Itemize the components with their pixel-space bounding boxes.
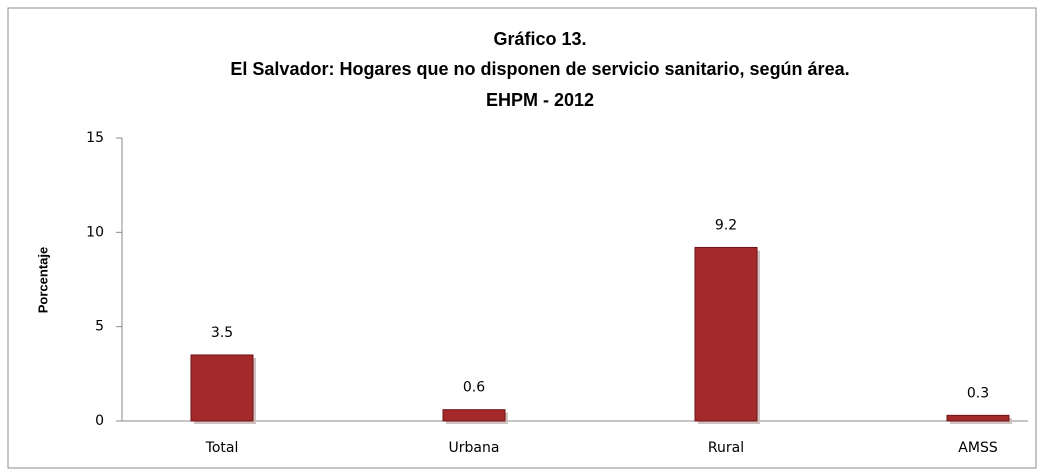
- y-tick-label: 15: [86, 130, 104, 146]
- data-label: 0.3: [967, 385, 989, 401]
- y-tick-label: 5: [95, 319, 104, 335]
- chart-title: El Salvador: Hogares que no disponen de …: [230, 59, 849, 79]
- y-axis-label: Porcentaje: [35, 247, 50, 313]
- y-tick-label: 10: [86, 224, 104, 240]
- data-label: 3.5: [211, 325, 233, 341]
- chart-title: EHPM - 2012: [486, 90, 594, 110]
- x-tick-label: Total: [205, 440, 239, 456]
- bar: [946, 414, 1010, 422]
- y-tick-label: 0: [95, 413, 104, 429]
- bar: [694, 246, 758, 422]
- bar: [442, 409, 506, 422]
- chart-title: Gráfico 13.: [493, 29, 586, 49]
- data-label: 9.2: [715, 217, 737, 233]
- bar: [190, 354, 254, 422]
- x-tick-label: Urbana: [449, 440, 500, 456]
- x-tick-label: Rural: [708, 440, 744, 456]
- chart-border: [7, 7, 1037, 469]
- x-tick-label: AMSS: [958, 440, 998, 456]
- data-label: 0.6: [463, 380, 485, 396]
